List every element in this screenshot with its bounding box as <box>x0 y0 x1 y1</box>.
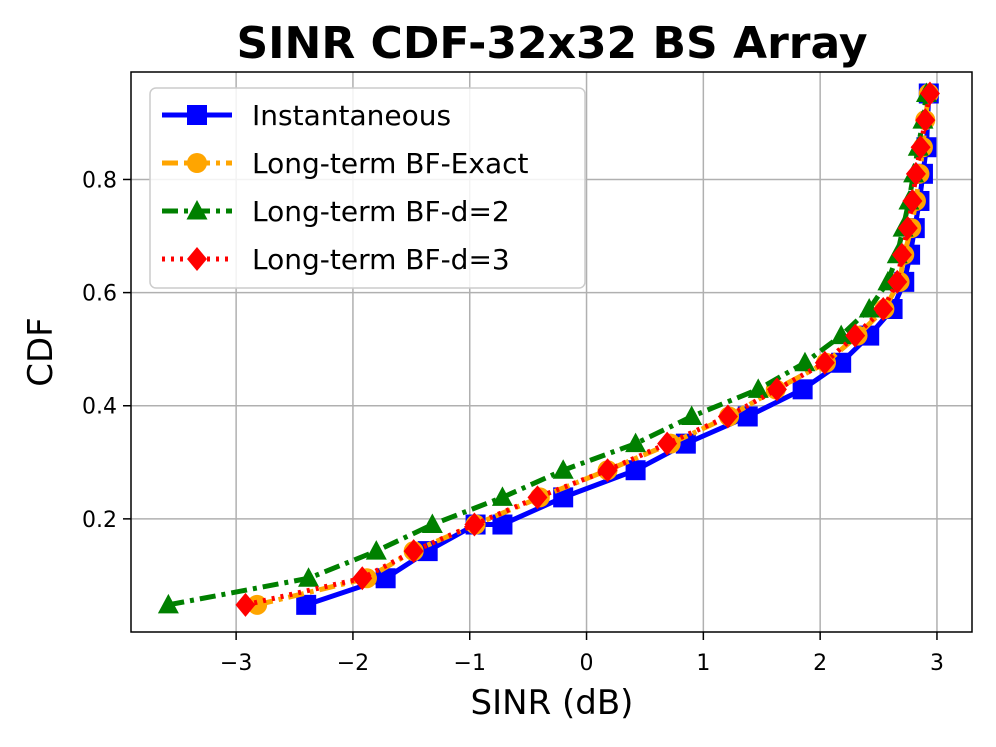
x-tick-label: −3 <box>220 651 252 676</box>
chart-title: SINR CDF-32x32 BS Array <box>236 18 867 69</box>
legend-item: Long-term BF-d=3 <box>162 243 510 276</box>
data-point <box>830 324 852 345</box>
data-point <box>527 485 548 510</box>
legend-item: Long-term BF-Exact <box>162 147 528 180</box>
y-tick-label: 0.2 <box>82 508 117 533</box>
data-point <box>421 513 443 534</box>
data-point <box>625 432 647 453</box>
data-point <box>905 161 926 186</box>
data-point <box>186 200 208 220</box>
data-point <box>831 352 852 373</box>
legend-item: Long-term BF-d=2 <box>162 195 510 228</box>
data-point <box>464 512 485 537</box>
data-point <box>492 514 513 535</box>
data-point <box>187 105 207 125</box>
legend-label: Long-term BF-d=3 <box>252 243 510 276</box>
x-tick-label: 0 <box>580 651 594 676</box>
x-tick-label: 2 <box>813 651 827 676</box>
data-point <box>747 378 769 398</box>
x-axis-label: SINR (dB) <box>471 683 634 723</box>
x-axis-ticks: −3 −2 −1 0 1 2 3 <box>220 632 944 676</box>
data-point <box>717 404 738 429</box>
data-point <box>417 541 438 562</box>
data-point <box>552 459 574 479</box>
legend-label: Instantaneous <box>252 99 451 132</box>
data-point <box>873 297 894 322</box>
data-point <box>902 188 923 213</box>
plot-area-frame <box>130 71 973 633</box>
data-point <box>915 108 936 133</box>
x-tick-label: −1 <box>454 651 486 676</box>
data-point <box>365 540 387 560</box>
y-tick-label: 0.4 <box>82 395 117 420</box>
y-axis-ticks: 0.2 0.4 0.6 0.8 <box>82 168 131 533</box>
x-tick-label: −2 <box>337 651 369 676</box>
legend-label: Long-term BF-d=2 <box>252 195 510 228</box>
data-point <box>375 568 396 589</box>
y-tick-label: 0.8 <box>82 168 117 193</box>
data-point <box>625 460 646 481</box>
data-point <box>766 377 787 402</box>
data-point <box>403 539 424 564</box>
data-point <box>845 323 866 348</box>
data-point <box>891 242 912 267</box>
x-tick-label: 3 <box>930 651 944 676</box>
data-point <box>737 406 758 427</box>
data-point <box>298 567 320 587</box>
data-point <box>491 486 513 506</box>
y-tick-label: 0.6 <box>82 282 117 307</box>
x-tick-label: 1 <box>696 651 710 676</box>
data-point <box>887 269 908 294</box>
y-axis-label: CDF <box>21 317 61 386</box>
data-point <box>814 350 835 375</box>
legend: Instantaneous Long-term BF-Exact Long-term… <box>149 87 586 289</box>
data-point <box>235 592 256 617</box>
data-point <box>794 351 816 372</box>
data-point <box>597 458 618 483</box>
data-point <box>187 153 207 173</box>
legend-label: Long-term BF-Exact <box>252 147 528 180</box>
legend-item: Instantaneous <box>162 99 451 132</box>
data-point <box>858 298 880 318</box>
data-point <box>187 247 207 271</box>
data-point <box>296 594 317 615</box>
data-point <box>681 405 703 425</box>
data-point <box>352 566 373 591</box>
data-point <box>910 135 931 160</box>
data-point <box>657 431 678 456</box>
data-point <box>792 379 813 400</box>
legend-box <box>149 87 586 289</box>
data-point <box>247 594 268 615</box>
data-point <box>897 216 918 241</box>
data-point <box>157 593 179 614</box>
data-point <box>919 81 940 106</box>
series-layer <box>157 81 940 617</box>
series-4 <box>235 81 940 617</box>
